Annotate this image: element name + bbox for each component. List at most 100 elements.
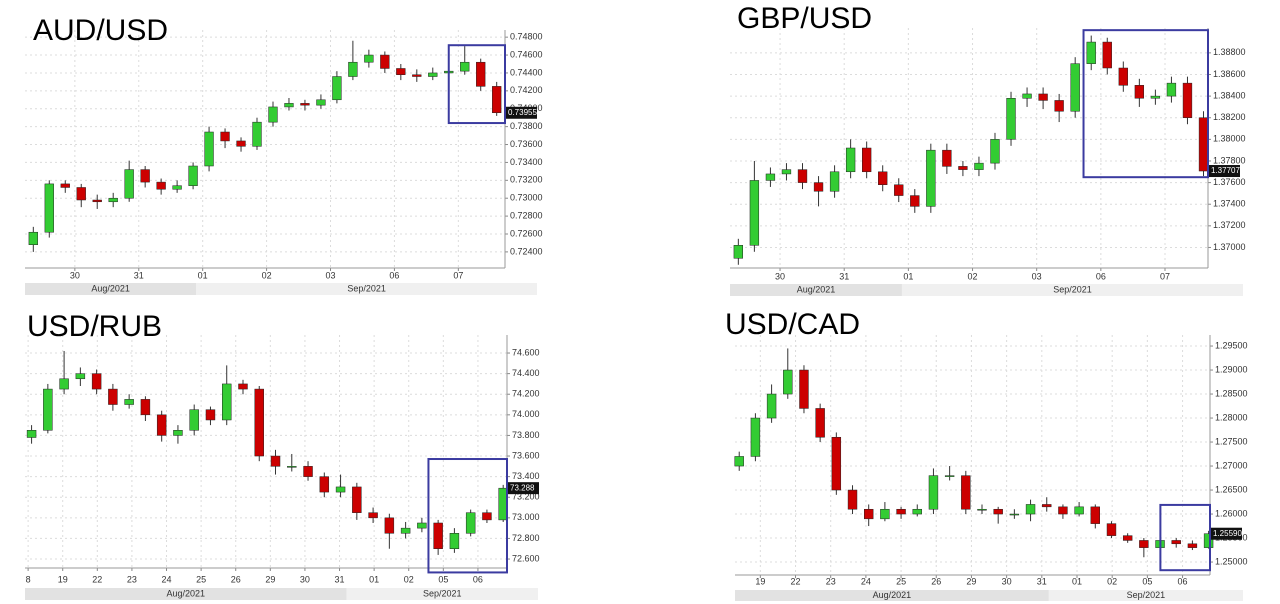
x-tick-label: 29 — [966, 576, 976, 586]
last-price-box — [508, 482, 539, 495]
candle-body — [287, 466, 297, 468]
candle-body — [781, 169, 792, 175]
candle-body — [783, 369, 793, 395]
candle-body — [352, 486, 362, 513]
candle-body — [862, 147, 872, 173]
month-band — [196, 283, 537, 295]
x-tick-label: 23 — [127, 574, 137, 584]
candle-body — [335, 486, 346, 493]
x-tick-label: 26 — [931, 576, 941, 586]
candle-body — [815, 408, 825, 438]
x-tick-label: 02 — [262, 270, 272, 280]
candle-body — [1058, 506, 1068, 515]
x-tick-label: 8 — [26, 574, 31, 584]
y-tick-label: 1.37400 — [1213, 199, 1246, 209]
x-tick-label: 22 — [791, 576, 801, 586]
x-tick-label: 30 — [70, 270, 80, 280]
candle-body — [1198, 117, 1209, 172]
y-tick-label: 1.28500 — [1215, 388, 1248, 398]
candle-body — [417, 522, 427, 529]
candle-body — [1139, 540, 1149, 548]
month-band — [25, 588, 347, 600]
candle-body — [1106, 523, 1117, 536]
candle-body — [252, 121, 262, 147]
candle-body — [482, 512, 492, 521]
plot-area — [730, 28, 1208, 268]
y-tick-label: 73.800 — [512, 430, 540, 440]
last-price-label: 1.25590 — [1213, 529, 1242, 538]
candle-body — [1182, 82, 1193, 118]
x-tick-label: 01 — [369, 574, 379, 584]
candle-body — [1203, 533, 1214, 548]
month-label: Sep/2021 — [423, 588, 462, 598]
candle-body — [43, 388, 53, 431]
candle-body — [944, 475, 955, 477]
candle-body — [799, 369, 809, 409]
candle-body — [977, 508, 987, 511]
candle-body — [734, 456, 744, 467]
candle-body — [974, 162, 984, 170]
candle-body — [28, 231, 38, 245]
candle-body — [831, 436, 842, 491]
x-tick-label: 07 — [453, 270, 463, 280]
month-band — [1048, 590, 1243, 601]
x-tick-label: 19 — [755, 576, 765, 586]
chart-title: AUD/USD — [33, 14, 168, 47]
candle-body — [813, 182, 824, 192]
candle-body — [797, 169, 808, 183]
y-tick-label: 74.400 — [512, 368, 540, 378]
candle-body — [268, 106, 278, 123]
last-price-label: 0.73955 — [508, 108, 537, 117]
x-tick-label: 06 — [1096, 271, 1106, 281]
chart-title: USD/CAD — [725, 308, 860, 341]
candle-body — [942, 149, 952, 167]
candle-body — [465, 512, 476, 534]
candle-body — [1042, 504, 1052, 508]
candle-body — [880, 508, 890, 520]
candle-body — [124, 169, 134, 199]
candle-body — [1086, 41, 1096, 64]
x-tick-label: 31 — [335, 574, 345, 584]
y-tick-label: 73.600 — [512, 450, 540, 460]
y-tick-label: 1.38200 — [1213, 112, 1246, 122]
candle-body — [238, 383, 248, 390]
month-band — [730, 284, 902, 296]
candle-body — [1171, 540, 1181, 545]
candle-body — [1090, 506, 1100, 524]
x-tick-label: 03 — [1032, 271, 1042, 281]
candle-body — [189, 409, 199, 431]
y-tick-label: 1.37600 — [1213, 177, 1246, 187]
y-tick-label: 1.37800 — [1213, 155, 1246, 165]
y-tick-label: 1.26500 — [1215, 484, 1248, 494]
y-tick-label: 74.000 — [512, 409, 540, 419]
y-tick-label: 1.27000 — [1215, 460, 1248, 470]
candle-body — [173, 430, 183, 436]
candle-body — [926, 149, 936, 207]
month-band — [901, 284, 1243, 296]
x-tick-label: 25 — [896, 576, 906, 586]
candle-body — [847, 489, 858, 510]
candle-body — [156, 181, 166, 190]
x-tick-label: 30 — [1002, 576, 1012, 586]
candle-body — [749, 180, 760, 246]
y-tick-label: 1.38000 — [1213, 134, 1246, 144]
x-tick-label: 06 — [389, 270, 399, 280]
y-tick-label: 1.38600 — [1213, 69, 1246, 79]
x-tick-label: 29 — [265, 574, 275, 584]
x-tick-label: 01 — [198, 270, 208, 280]
candle-body — [449, 533, 460, 549]
candle-body — [1134, 85, 1145, 99]
y-tick-label: 0.74200 — [510, 85, 543, 95]
y-tick-label: 74.600 — [512, 347, 540, 357]
chart-title: GBP/USD — [737, 2, 872, 35]
plot-area — [735, 335, 1210, 575]
chart-title: USD/RUB — [27, 310, 162, 343]
candle-body — [59, 378, 69, 390]
candle-body — [1054, 100, 1064, 112]
candle-body — [108, 197, 118, 203]
candle-body — [222, 383, 232, 421]
x-tick-label: 24 — [162, 574, 172, 584]
candle-body — [845, 147, 856, 173]
candle-body — [368, 512, 378, 519]
